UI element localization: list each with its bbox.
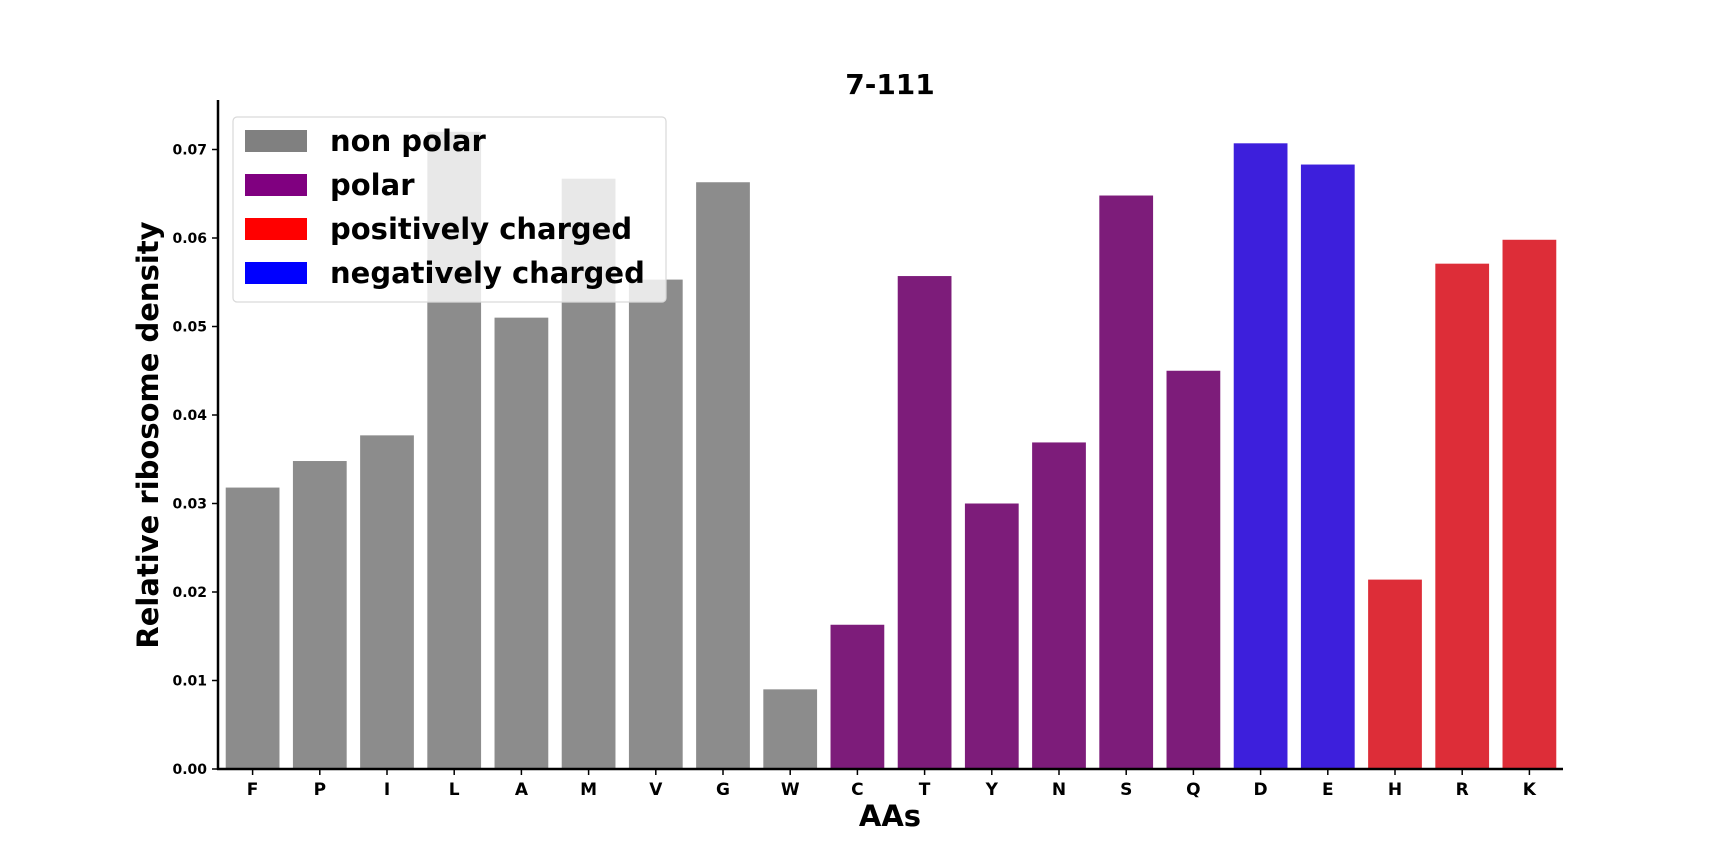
y-tick-label: 0.00 [172,762,207,778]
bar-E [1300,164,1355,770]
x-tick-label-F: F [247,780,259,800]
x-tick-label-D: D [1254,780,1268,800]
bar-D [1233,143,1288,769]
bar-S [1099,195,1154,769]
bar-A [494,317,549,769]
bar-F [225,487,280,769]
bar-C [830,624,885,769]
x-tick-label-Q: Q [1186,780,1200,800]
x-tick-label-P: P [314,780,326,800]
legend-swatch [245,174,307,196]
legend: non polar polar positively charged negative… [232,116,667,303]
bar-K [1502,239,1557,769]
bar-T [897,276,952,769]
x-tick-label-A: A [515,780,529,800]
y-tick-label: 0.06 [172,231,207,247]
x-axis-label: AAs [859,799,921,833]
x-tick-label-Y: Y [985,780,999,800]
chart-title: 7-111 [845,68,935,101]
x-tick-label-H: H [1388,780,1402,800]
y-tick-label: 0.01 [172,674,207,690]
legend-label: negatively charged [330,256,645,290]
x-tick-label-S: S [1120,780,1132,800]
x-tick-label-R: R [1456,780,1469,800]
y-tick-label: 0.05 [172,320,207,336]
legend-label: positively charged [330,212,632,246]
x-tick-label-C: C [851,780,863,800]
bar-Q [1166,370,1221,769]
x-tick-label-W: W [781,780,800,800]
x-tick-label-K: K [1523,780,1537,800]
x-tick-label-I: I [384,780,390,800]
x-tick-label-G: G [716,780,730,800]
legend-swatch [245,262,307,284]
y-tick-label: 0.07 [172,143,207,159]
bar-N [1032,442,1086,769]
x-tick-label-L: L [449,780,460,800]
bar-Y [964,503,1019,769]
x-tick-label-M: M [580,780,597,800]
bar-V [628,279,683,769]
bar-I [360,435,414,769]
legend-frame [232,116,667,303]
x-tick-label-N: N [1052,780,1066,800]
bar-R [1435,263,1490,769]
x-tick-label-T: T [919,780,931,800]
y-tick-label: 0.03 [172,497,207,513]
y-tick-label: 0.02 [172,585,207,601]
bar-W [763,689,818,769]
bar-H [1368,579,1422,769]
x-tick-label-E: E [1322,780,1334,800]
axes [216,100,1563,771]
legend-swatch [245,130,307,152]
legend-label: polar [330,168,415,202]
x-tick-label-V: V [649,780,663,800]
y-tick-label: 0.04 [172,408,207,424]
bar-P [292,461,347,769]
y-ticks: 0.00 0.01 0.02 0.03 0.04 0.05 0.06 0.07 [172,143,219,778]
legend-label: non polar [330,124,487,158]
legend-swatch [245,218,307,240]
y-axis-label: Relative ribosome density [131,221,165,648]
bar-G [696,182,750,769]
